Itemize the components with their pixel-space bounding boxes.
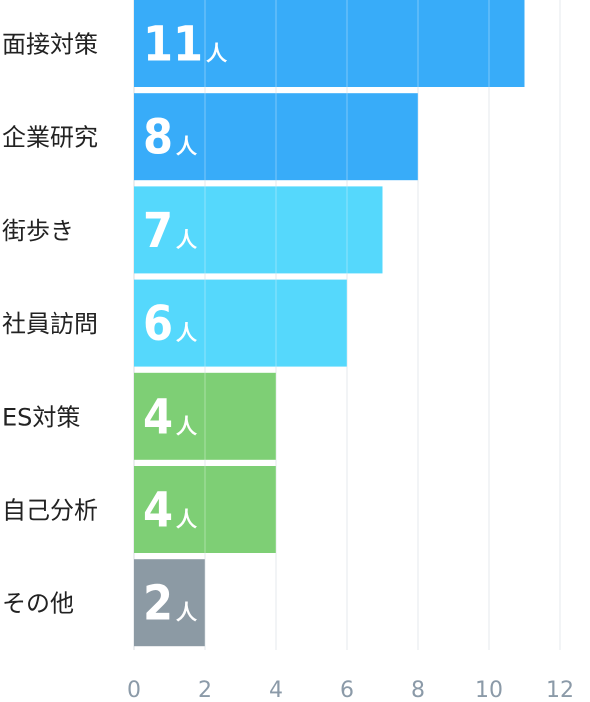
bar-7 (134, 559, 205, 647)
x-tick-label: 8 (411, 678, 425, 702)
overlay-gridlines (204, 0, 561, 650)
category-label: 社員訪問 (2, 310, 98, 338)
bar-2 (134, 93, 418, 181)
bar-4 (134, 279, 347, 367)
x-tick-label: 6 (340, 678, 354, 702)
bars (134, 0, 525, 647)
category-label: その他 (2, 590, 74, 618)
category-label: 街歩き (2, 217, 74, 245)
category-label: ES対策 (2, 403, 80, 431)
bar-3 (134, 186, 383, 274)
x-tick-label: 10 (475, 678, 503, 702)
category-label: 面接対策 (2, 31, 98, 59)
category-label: 自己分析 (2, 497, 98, 525)
value-labels: 11 人 8 人 7 人 6 人 4 人 4 人 2 人 (143, 17, 227, 632)
category-label: 企業研究 (2, 124, 98, 152)
x-tick-label: 0 (127, 678, 141, 702)
bar-1 (134, 0, 525, 87)
bar-6 (134, 466, 276, 553)
bar-5 (134, 372, 276, 460)
x-tick-label: 2 (198, 678, 212, 702)
x-tick-label: 12 (546, 678, 574, 702)
x-tick-label: 4 (269, 678, 283, 702)
x-axis-ticks: 0 2 4 6 8 10 12 (127, 678, 574, 702)
bar-value-label: 11 人 (143, 17, 227, 73)
